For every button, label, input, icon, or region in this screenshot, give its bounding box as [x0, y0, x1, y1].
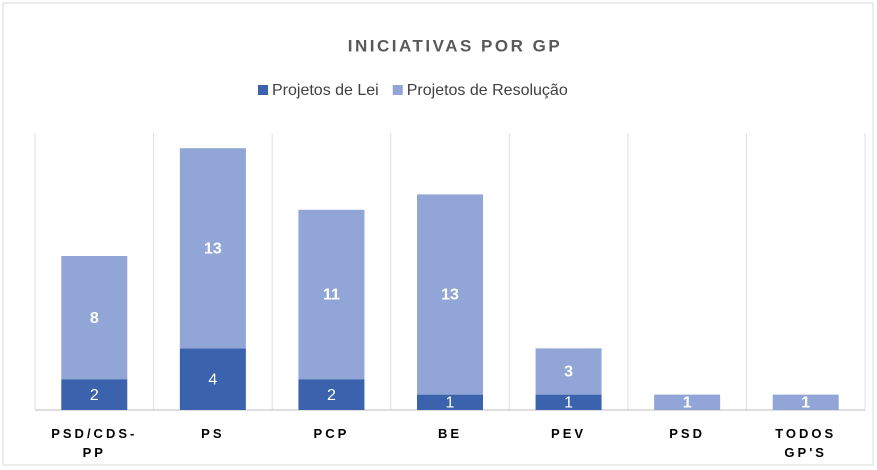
legend-swatch: [392, 85, 403, 95]
data-label: 1: [683, 395, 692, 412]
x-tick-label: PSD/CDS-PP: [51, 426, 138, 460]
data-label: 11: [323, 287, 340, 304]
bar-segment: [179, 148, 246, 349]
data-label: 13: [441, 287, 459, 304]
data-label: 2: [90, 387, 99, 404]
bar-segment: [298, 379, 365, 410]
x-tick-label: BE: [437, 426, 463, 441]
bar-segment: [179, 348, 246, 410]
bar-segment: [298, 209, 365, 380]
bar-segment: [61, 256, 128, 380]
legend-label: Projetos de Lei: [272, 82, 379, 99]
data-label: 1: [801, 395, 810, 412]
x-tick-label: PEV: [551, 426, 587, 441]
data-label: 2: [327, 387, 336, 404]
legend-label: Projetos de Resolução: [407, 82, 568, 99]
x-tick-label: PS: [201, 426, 225, 441]
bar-segment: [417, 194, 483, 395]
data-label: 4: [208, 371, 217, 388]
bar-segment: [535, 348, 602, 395]
x-tick-label: PCP: [313, 426, 350, 441]
bar-segment: [417, 394, 483, 410]
bar-segment: [535, 394, 602, 410]
data-label: 3: [564, 364, 573, 381]
data-label: 13: [204, 241, 222, 258]
data-label: 1: [564, 395, 573, 412]
chart-title: INICIATIVAS POR GP: [348, 36, 562, 55]
bar-segment: [654, 394, 721, 410]
data-label: 8: [90, 310, 99, 327]
x-tick-label: PSD: [669, 426, 705, 441]
legend-swatch: [258, 85, 268, 95]
data-label: 1: [446, 395, 455, 412]
x-tick-label: TODOS GP'S: [775, 426, 837, 460]
bar-segment: [772, 394, 839, 410]
bar-segment: [61, 379, 128, 410]
